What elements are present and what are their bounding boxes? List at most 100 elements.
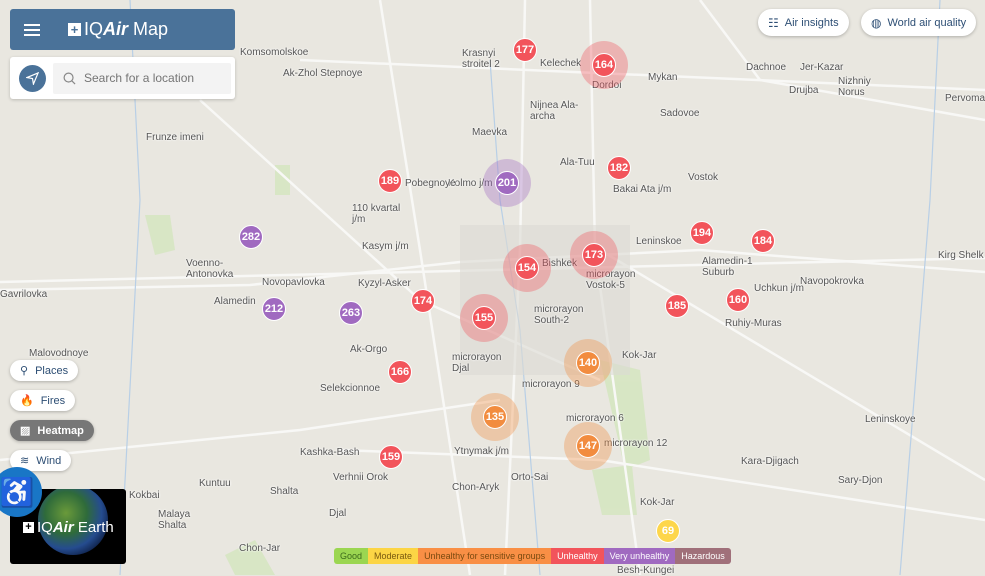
place-label: Dachnoe bbox=[746, 62, 787, 73]
place-label: Drujba bbox=[789, 85, 819, 96]
world-air-quality-button[interactable]: ◍ World air quality bbox=[861, 9, 977, 36]
aqi-marker[interactable]: 177 bbox=[513, 38, 537, 62]
iqair-earth-link[interactable]: + IQ Air Earth bbox=[10, 489, 126, 564]
navigation-arrow-icon bbox=[26, 71, 39, 85]
place-label: Jer-Kazar bbox=[800, 62, 844, 73]
place-label: microrayon 6 bbox=[566, 413, 624, 424]
place-label: Sary-Djon bbox=[838, 475, 883, 486]
place-label: Kuntuu bbox=[199, 478, 231, 489]
place-label: Maevka bbox=[472, 127, 508, 138]
menu-icon[interactable] bbox=[24, 23, 40, 36]
place-label: microrayon 12 bbox=[604, 438, 668, 449]
place-label: microrayon Vostok-5 bbox=[586, 269, 636, 291]
pin-icon: ⚲ bbox=[20, 365, 29, 377]
locate-button[interactable] bbox=[19, 64, 46, 92]
place-label: Orto-Sai bbox=[511, 472, 549, 483]
search-panel bbox=[10, 57, 235, 99]
wind-layer-toggle[interactable]: ≋ Wind bbox=[10, 450, 72, 471]
place-label: Chon-Aryk bbox=[452, 482, 500, 493]
place-label: Frunze imeni bbox=[146, 132, 204, 143]
aqi-marker[interactable]: 282 bbox=[239, 225, 263, 249]
place-label: Malaya Shalta bbox=[158, 509, 191, 531]
place-label: Verhnii Orok bbox=[333, 472, 389, 483]
place-label: Malovodnoye bbox=[29, 348, 89, 359]
search-icon bbox=[63, 72, 76, 84]
fires-layer-toggle[interactable]: 🔥 Fires bbox=[10, 390, 76, 411]
place-label: Krasnyi stroitel 2 bbox=[462, 48, 500, 70]
place-label: Sadovoe bbox=[660, 108, 700, 119]
iqair-map-logo[interactable]: + IQ Air Map bbox=[68, 19, 168, 40]
place-label: Pervomay bbox=[945, 93, 985, 104]
place-label: Nijnea Ala-archa bbox=[530, 100, 579, 122]
place-label: Chon-Jar bbox=[239, 543, 281, 554]
aqi-marker[interactable]: 166 bbox=[388, 360, 412, 384]
aqi-marker[interactable]: 189 bbox=[378, 169, 402, 193]
place-label: Komsomolskoe bbox=[240, 47, 309, 58]
air-insights-button[interactable]: ☷ Air insights bbox=[758, 9, 849, 36]
place-label: Kirg Shelk bbox=[938, 250, 984, 261]
accessibility-button[interactable]: ♿ bbox=[0, 467, 42, 517]
aqi-marker[interactable]: 184 bbox=[751, 229, 775, 253]
place-label: Nizhniy Norus bbox=[838, 76, 871, 98]
place-label: microrayon 9 bbox=[522, 379, 580, 390]
aqi-marker[interactable]: 155 bbox=[472, 306, 496, 330]
aqi-marker[interactable]: 194 bbox=[690, 221, 714, 245]
place-label: Navopokrovka bbox=[800, 276, 864, 287]
place-label: Ala-Tuu bbox=[560, 157, 595, 168]
place-label: Ak-Orgo bbox=[350, 344, 388, 355]
places-layer-toggle[interactable]: ⚲ Places bbox=[10, 360, 79, 381]
place-label: Kelechek bbox=[540, 58, 582, 69]
place-label: Shalta bbox=[270, 486, 299, 497]
aqi-marker[interactable]: 69 bbox=[656, 519, 680, 543]
app-header: + IQ Air Map bbox=[10, 9, 235, 50]
place-label: Djal bbox=[329, 508, 347, 519]
place-label: Dordoi bbox=[592, 80, 622, 91]
place-label: Besh-Kungei bbox=[617, 565, 675, 576]
aqi-marker[interactable]: 174 bbox=[411, 289, 435, 313]
aqi-marker[interactable]: 182 bbox=[607, 156, 631, 180]
heatmap-layer-toggle[interactable]: ▨ Heatmap bbox=[10, 420, 94, 441]
aqi-marker[interactable]: 135 bbox=[483, 405, 507, 429]
aqi-marker[interactable]: 263 bbox=[339, 301, 363, 325]
aqi-marker[interactable]: 147 bbox=[576, 434, 600, 458]
place-label: Kara-Djigach bbox=[741, 456, 799, 467]
legend-item: Hazardous bbox=[675, 548, 731, 564]
place-label: Ak-Zhol Stepnoye bbox=[283, 68, 363, 79]
list-icon: ☷ bbox=[768, 15, 779, 30]
place-label: Kolmo j/m bbox=[448, 178, 493, 189]
place-label: 110 kvartal j/m bbox=[352, 203, 401, 225]
aqi-marker[interactable]: 140 bbox=[576, 351, 600, 375]
place-label: Voenno-Antonovka bbox=[186, 258, 234, 280]
aqi-marker[interactable]: 160 bbox=[726, 288, 750, 312]
place-label: microrayon South-2 bbox=[534, 304, 584, 326]
legend-item: Moderate bbox=[368, 548, 419, 564]
aqi-marker[interactable]: 185 bbox=[665, 294, 689, 318]
heatmap-icon: ▨ bbox=[20, 425, 31, 437]
place-label: Bakai Ata j/m bbox=[613, 184, 672, 195]
search-input[interactable] bbox=[84, 71, 224, 85]
place-label: Mykan bbox=[648, 72, 678, 83]
aqi-marker[interactable]: 173 bbox=[582, 243, 606, 267]
aqi-marker[interactable]: 212 bbox=[262, 297, 286, 321]
place-label: Ytnymak j/m bbox=[454, 446, 510, 457]
place-label: Leninskoye bbox=[865, 414, 916, 425]
place-label: Kok-Jar bbox=[622, 350, 657, 361]
wind-icon: ≋ bbox=[20, 455, 30, 467]
place-label: Alamedin bbox=[214, 296, 256, 307]
place-label: Uchkun j/m bbox=[754, 283, 805, 294]
search-field[interactable] bbox=[53, 62, 231, 94]
place-label: Bishkek bbox=[542, 258, 578, 269]
place-label: Kashka-Bash bbox=[300, 447, 360, 458]
aqi-marker[interactable]: 159 bbox=[379, 445, 403, 469]
legend-item: Unhealthy bbox=[551, 548, 604, 564]
place-label: Kasym j/m bbox=[362, 241, 409, 252]
aqi-legend: Good Moderate Unhealthy for sensitive grou… bbox=[334, 548, 731, 564]
aqi-marker[interactable]: 201 bbox=[495, 171, 519, 195]
globe-icon: ◍ bbox=[871, 15, 882, 30]
place-label: Gavrilovka bbox=[0, 289, 48, 300]
aqi-marker[interactable]: 164 bbox=[592, 53, 616, 77]
place-label: Kok-Jar bbox=[640, 497, 675, 508]
legend-item: Unhealthy for sensitive groups bbox=[418, 548, 552, 564]
earth-globe-image bbox=[38, 489, 108, 555]
aqi-marker[interactable]: 154 bbox=[515, 256, 539, 280]
